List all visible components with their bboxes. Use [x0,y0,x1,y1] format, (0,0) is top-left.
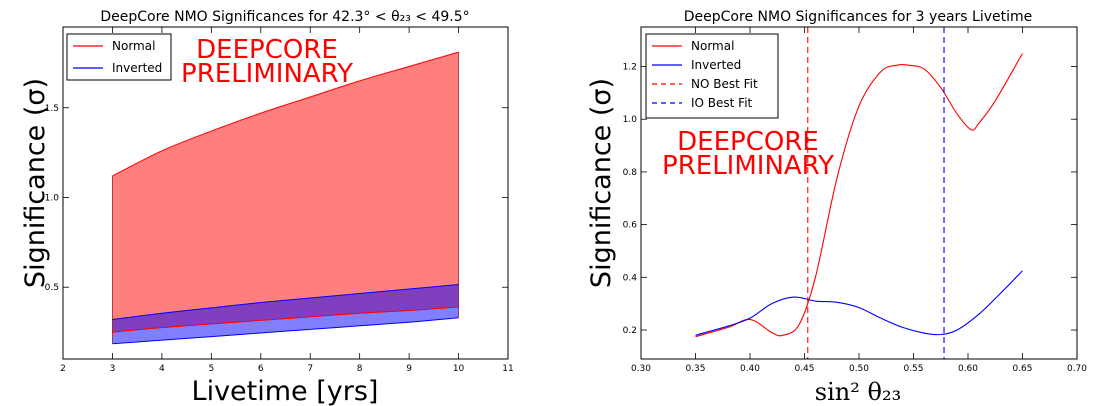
normal-upper-line [112,51,459,177]
right-legend-io-bestfit-label: IO Best Fit [691,96,753,110]
left-x-tick-label: 8 [357,364,363,374]
right-x-tick-label: 0.65 [1012,364,1032,374]
left-x-tick-label: 6 [258,364,264,374]
left-y-axis-label: Significance (σ) [20,78,51,288]
left-legend-normal-label: Normal [112,39,155,53]
left-y-tick-label: 0.5 [45,283,59,293]
right-y-tick-label: 1.2 [623,63,637,73]
left-x-tick-label: 5 [208,364,214,374]
left-legend-box [66,33,172,81]
normal-lower-line [112,306,459,333]
right-legend: Normal Inverted NO Best Fit IO Best Fit [645,33,779,119]
right-y-tick-label: 0.2 [623,326,637,336]
left-x-tick-label: 11 [502,364,513,374]
left-x-axis-label: Livetime [yrs] [192,376,379,406]
right-x-tick-label: 0.30 [631,364,651,374]
left-chart: DeepCore NMO Significances for 42.3° < θ… [20,9,514,406]
right-legend-inverted-label: Inverted [691,58,741,72]
right-chart-title: DeepCore NMO Significances for 3 years L… [684,9,1032,25]
left-plot-frame [62,26,509,360]
inverted-line [695,270,1023,336]
left-y-tick-label: 1.5 [45,104,59,114]
left-plot-area: 2 3 4 5 6 7 8 9 10 11 0.5 1.0 1.5 [45,26,514,374]
normal-line [695,53,1023,338]
right-x-tick-label: 0.55 [903,364,923,374]
right-watermark-line2: PRELIMINARY [662,151,834,181]
right-x-axis-label: sin² θ₂₃ [815,378,901,406]
right-x-tick-label: 0.60 [958,364,978,374]
right-x-tick-label: 0.70 [1067,364,1087,374]
right-chart: DeepCore NMO Significances for 3 years L… [586,9,1087,406]
right-y-tick-label: 0.6 [623,221,638,231]
inverted-upper-line [112,284,459,321]
left-watermark-line1: DEEPCORE [196,35,338,65]
right-x-tick-label: 0.50 [849,364,869,374]
right-y-tick-label: 0.8 [623,168,638,178]
right-watermark-line1: DEEPCORE [677,127,819,157]
left-watermark-line2: PRELIMINARY [181,59,353,89]
right-legend-box [645,33,779,119]
left-x-tick-label: 2 [60,364,66,374]
overlap-band-fill [112,284,459,333]
left-x-tick-label: 4 [159,364,165,374]
right-y-tick-label: 1.0 [623,115,638,125]
right-legend-no-bestfit-label: NO Best Fit [691,77,758,91]
left-x-tick-label: 9 [406,364,412,374]
left-x-tick-label: 3 [110,364,116,374]
right-x-tick-label: 0.45 [794,364,814,374]
right-x-tick-label: 0.35 [685,364,705,374]
left-x-tick-label: 7 [307,364,313,374]
right-y-axis-label: Significance (σ) [586,78,617,288]
left-y-tick-label: 1.0 [45,193,60,203]
left-legend-inverted-label: Inverted [112,61,162,75]
left-chart-title: DeepCore NMO Significances for 42.3° < θ… [100,9,469,25]
left-x-tick-label: 10 [453,364,465,374]
right-plot-area: 0.30 0.35 0.40 0.45 0.50 0.55 0.60 0.65 0.70 0.2 0… [623,26,1087,374]
inverted-lower-line [112,317,459,345]
normal-band-fill [112,52,459,333]
right-x-tick-label: 0.40 [740,364,760,374]
right-legend-normal-label: Normal [691,39,734,53]
right-y-tick-label: 0.4 [623,273,638,283]
left-legend: Normal Inverted [66,33,172,81]
